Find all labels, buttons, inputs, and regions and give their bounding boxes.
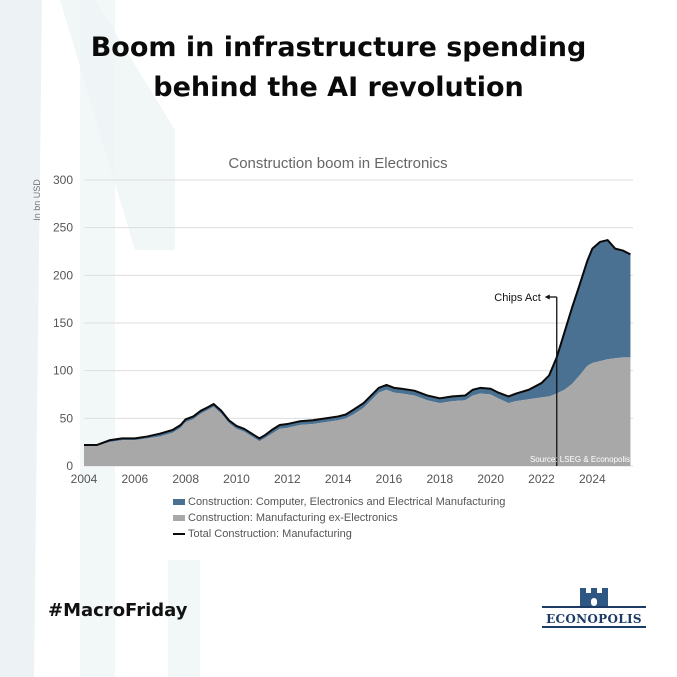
legend-swatch [173, 499, 185, 505]
source-note: Source: LSEG & Econopolis [530, 455, 630, 464]
y-axis-ticks: 0 50 100 150 200 250 300 [53, 173, 73, 473]
annotation-label: Chips Act [494, 292, 540, 304]
x-tick-label: 2016 [376, 472, 403, 486]
x-tick-label: 2020 [477, 472, 504, 486]
legend-swatch [173, 515, 185, 521]
x-axis-ticks: 2004 2006 2008 2010 2012 2014 2016 2018 2020 2022… [71, 472, 606, 486]
plot-areas [84, 239, 631, 466]
castle-tower-icon [580, 588, 608, 608]
x-tick-label: 2004 [71, 472, 98, 486]
annotation-arrowhead [544, 294, 550, 300]
legend-label: Construction: Computer, Electronics and … [188, 496, 505, 508]
x-tick-label: 2024 [579, 472, 606, 486]
y-tick-label: 300 [53, 173, 73, 187]
chart-title: Construction boom in Electronics [228, 155, 447, 172]
chart-legend: Construction: Computer, Electronics and … [173, 496, 505, 540]
x-tick-label: 2014 [325, 472, 352, 486]
headline-line-1: Boom in infrastructure spending [90, 32, 587, 63]
chips-act-annotation: Chips Act [494, 292, 558, 466]
logo-text: ECONOPOLIS [542, 606, 646, 628]
y-tick-label: 250 [53, 221, 73, 235]
y-tick-label: 150 [53, 316, 73, 330]
x-tick-label: 2010 [223, 472, 250, 486]
x-tick-label: 2022 [528, 472, 555, 486]
y-tick-label: 0 [66, 459, 73, 473]
y-tick-label: 50 [60, 411, 74, 425]
y-axis-label: In bn USD [32, 179, 42, 221]
x-tick-label: 2018 [426, 472, 453, 486]
y-tick-label: 100 [53, 364, 73, 378]
x-tick-label: 2006 [121, 472, 148, 486]
series-area-electronics [84, 240, 631, 446]
y-tick-label: 200 [53, 268, 73, 282]
x-tick-label: 2012 [274, 472, 301, 486]
hashtag: #MacroFriday [48, 600, 188, 621]
headline: Boom in infrastructure spending behind t… [0, 28, 677, 108]
legend-label: Construction: Manufacturing ex-Electroni… [188, 512, 398, 524]
construction-chart: Construction boom in Electronics In bn U… [32, 155, 633, 540]
legend-label: Total Construction: Manufacturing [188, 528, 352, 540]
series-area-ex-electronics [84, 357, 631, 466]
headline-line-2: behind the AI revolution [153, 72, 524, 103]
econopolis-logo: ECONOPOLIS [542, 586, 646, 632]
x-tick-label: 2008 [172, 472, 199, 486]
